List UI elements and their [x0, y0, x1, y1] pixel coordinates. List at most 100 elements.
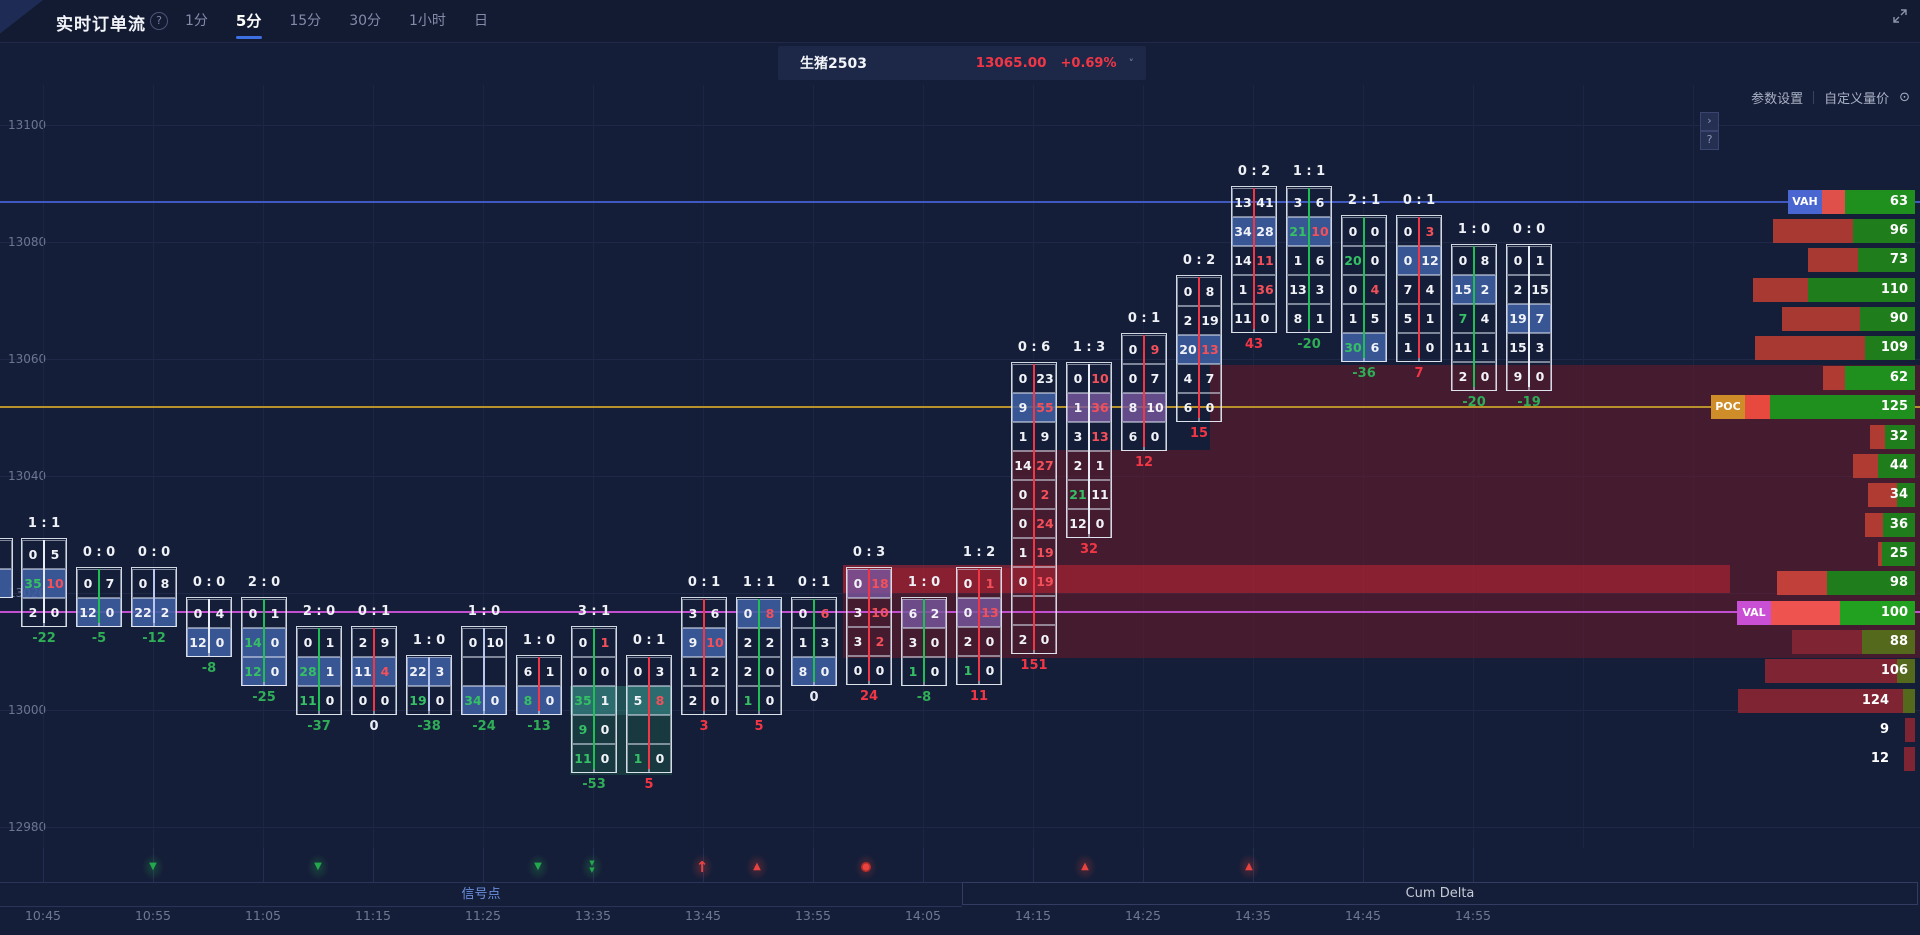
signal-tri-down-icon: ▼ — [149, 861, 157, 872]
price-axis-label: 13040 — [8, 469, 47, 483]
price-gridline — [0, 827, 1920, 828]
candle-direction-line — [592, 628, 596, 769]
bar-delta-label: -8 — [201, 660, 217, 676]
bar-delta-label: -8 — [916, 689, 932, 705]
time-axis-tick — [1143, 848, 1144, 882]
help-icon[interactable]: ? — [150, 12, 168, 30]
profile-sell-segment — [1773, 219, 1853, 243]
profile-sell-segment — [1823, 366, 1845, 390]
volume-profile-row: 9 — [1880, 718, 1915, 742]
signal-marker-glow — [581, 854, 603, 880]
signal-tri-up-icon: ▲ — [1245, 861, 1253, 872]
candle-direction-line — [152, 569, 156, 623]
profile-volume-value: 12 — [1870, 751, 1889, 766]
profile-buy-segment — [1897, 483, 1915, 507]
footprint-box-outline — [1340, 215, 1387, 362]
profile-badge-vah: VAH — [1788, 190, 1822, 214]
signal-arrow-up-icon: ↑ — [695, 858, 709, 876]
candle-direction-line — [1417, 217, 1421, 358]
profile-buy-segment — [1878, 454, 1915, 478]
imbalance-ratio-label: 0 : 0 — [1512, 222, 1546, 237]
profile-volume-value: 109 — [1880, 340, 1908, 355]
profile-sell-segment — [1905, 718, 1915, 742]
imbalance-ratio-label: 2 : 1 — [1347, 193, 1381, 208]
time-gridline — [813, 85, 814, 848]
footprint-box-outline — [1505, 244, 1552, 391]
signal-row-panel: 信号点 — [0, 882, 962, 907]
imbalance-ratio-label: 1 : 0 — [467, 604, 501, 619]
footprint-box-outline — [790, 597, 837, 686]
time-gridline — [263, 85, 264, 848]
panel-help-button[interactable]: ? — [1700, 131, 1719, 150]
time-axis-tick — [373, 848, 374, 882]
bar-delta-label: 3 — [699, 718, 709, 734]
tab-15分[interactable]: 15分 — [289, 13, 322, 29]
candle-direction-line — [1472, 246, 1476, 387]
param-settings-button[interactable]: 参数设置 — [1751, 92, 1804, 107]
time-gridline — [483, 85, 484, 848]
candle-direction-line — [1032, 364, 1036, 650]
time-axis-label: 14:05 — [904, 908, 942, 923]
profile-buy-segment — [1883, 513, 1915, 537]
bar-delta-label: 151 — [1020, 657, 1048, 673]
imbalance-ratio-label: 1 : 1 — [742, 575, 776, 590]
ask-cell: 55 — [1034, 392, 1056, 422]
tab-日[interactable]: 日 — [473, 13, 488, 29]
bid-cell: 20 — [1177, 334, 1199, 364]
profile-volume-value: 25 — [1889, 546, 1908, 561]
price-axis-label: 13100 — [8, 118, 47, 132]
time-axis-label: 10:45 — [24, 908, 62, 923]
footprint-box-outline — [405, 655, 452, 715]
bar-delta-label: 32 — [1079, 541, 1099, 557]
gear-icon[interactable]: ⊙ — [1899, 90, 1910, 105]
footprint-box-outline — [625, 655, 672, 773]
footprint-box-outline — [1010, 362, 1057, 654]
candle-direction-line — [317, 628, 321, 711]
profile-sell-segment — [1738, 689, 1903, 713]
bar-delta-label: 11 — [969, 688, 989, 704]
imbalance-ratio-label: 0 : 3 — [852, 545, 886, 560]
cum-delta-panel: Cum Delta — [962, 882, 1918, 905]
chevron-down-icon[interactable]: ˅ — [1128, 56, 1135, 70]
bar-delta-label: -13 — [527, 718, 551, 734]
cum-delta-label: Cum Delta — [1405, 886, 1475, 901]
price-gridline — [0, 359, 1920, 360]
expand-icon[interactable] — [1892, 8, 1908, 28]
candle-direction-line — [97, 569, 101, 623]
profile-volume-value: 100 — [1880, 605, 1908, 620]
price-gridline — [0, 476, 1920, 477]
top-bar: 实时订单流 ? 1分 5分 15分 30分 1小时 日 — [0, 0, 1920, 43]
profile-volume-value: 124 — [1861, 693, 1889, 708]
volume-profile-row: 90 — [1782, 307, 1915, 331]
tab-1分[interactable]: 1分 — [185, 13, 208, 29]
profile-sell-segment — [1755, 336, 1865, 360]
tab-1小时[interactable]: 1小时 — [409, 13, 446, 29]
candle-direction-line — [1362, 217, 1366, 358]
time-gridline — [153, 85, 154, 848]
imbalance-ratio-label: 1 : 1 — [27, 516, 61, 531]
instrument-selector[interactable]: 生猪2503 13065.00 +0.69% ˅ — [778, 46, 1146, 80]
profile-sell-segment — [1870, 425, 1885, 449]
profile-volume-value: 88 — [1889, 634, 1908, 649]
candle-direction-line — [867, 569, 871, 681]
footprint-box-outline — [350, 626, 397, 715]
bar-delta-label: -53 — [582, 776, 606, 792]
footprint-box-outline — [0, 538, 13, 598]
volume-profile-row: 109 — [1755, 336, 1915, 360]
chart-toolbar: 参数设置 自定义量价 ⊙ — [1751, 88, 1910, 107]
tab-30分[interactable]: 30分 — [349, 13, 382, 29]
timeframe-tabs: 1分 5分 15分 30分 1小时 日 — [185, 0, 488, 42]
time-axis-tick — [1363, 848, 1364, 882]
ask-cell: 12 — [1419, 245, 1441, 275]
time-axis-tick — [1033, 848, 1034, 882]
custom-volume-button[interactable]: 自定义量价 — [1824, 92, 1890, 107]
footprint-box-outline — [460, 626, 507, 715]
bar-delta-label: 15 — [1189, 425, 1209, 441]
price-axis-label: 13080 — [8, 235, 47, 249]
signal-tri-down2-icon: ▼ ▼ — [589, 859, 595, 874]
tab-5分[interactable]: 5分 — [236, 0, 261, 42]
candle-direction-line — [1087, 364, 1091, 534]
signal-tri-down-icon: ▼ — [534, 861, 542, 872]
time-axis-label: 11:05 — [244, 908, 282, 923]
collapse-panel-button[interactable]: › — [1700, 112, 1719, 131]
